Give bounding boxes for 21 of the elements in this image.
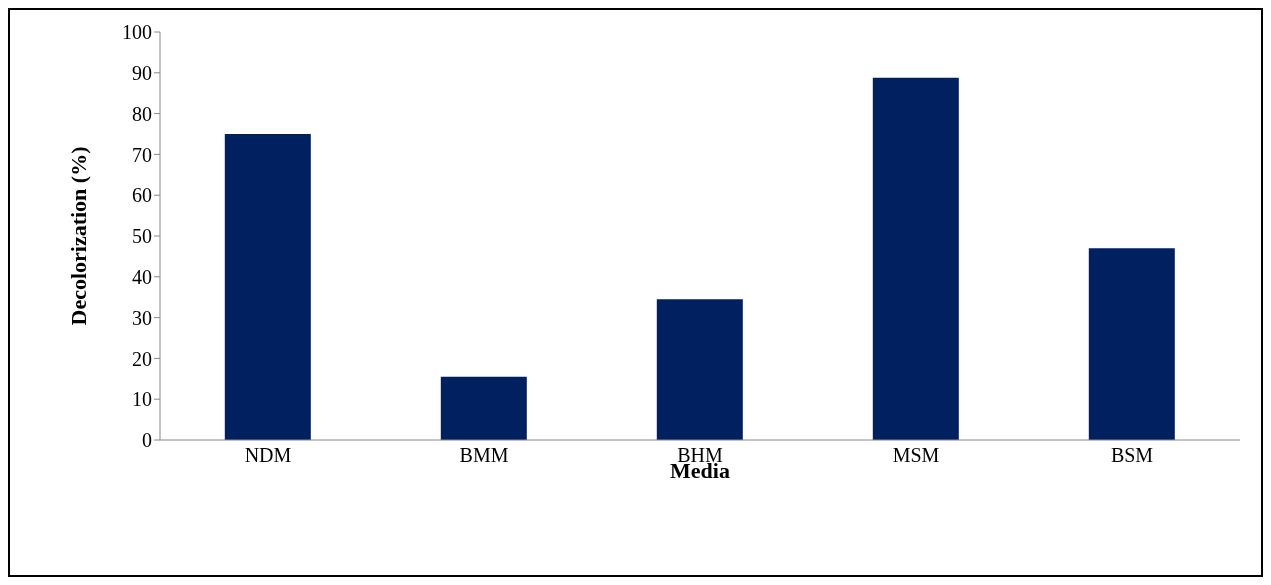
y-tick-label: 50 [132, 225, 152, 248]
bar [224, 134, 311, 440]
bar [440, 376, 527, 440]
x-tick-label: BMM [459, 444, 509, 467]
x-tick-label: BSM [1110, 444, 1154, 467]
bar [656, 299, 743, 440]
y-tick-label: 0 [142, 429, 152, 452]
y-tick-label: 90 [132, 61, 152, 84]
y-tick-label: 40 [132, 265, 152, 288]
y-tick-label: 70 [132, 143, 152, 166]
y-tick-label: 10 [132, 388, 152, 411]
y-axis-title: Decolorization (%) [65, 146, 91, 326]
x-tick-label: MSM [892, 444, 940, 467]
bar [872, 77, 959, 440]
y-tick-label: 80 [132, 102, 152, 125]
bar [1088, 248, 1175, 440]
y-tick-label: 30 [132, 306, 152, 329]
y-tick-label: 100 [122, 21, 152, 44]
y-tick-label: 20 [132, 347, 152, 370]
y-tick-label: 60 [132, 184, 152, 207]
x-tick-label: NDM [244, 444, 292, 467]
